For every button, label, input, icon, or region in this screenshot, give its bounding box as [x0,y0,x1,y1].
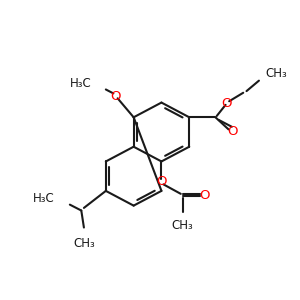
Text: H₃C: H₃C [70,77,92,90]
Text: O: O [222,97,232,110]
Text: CH₃: CH₃ [266,67,287,80]
Text: O: O [110,89,121,103]
Text: O: O [200,189,210,202]
Text: H₃C: H₃C [33,192,55,205]
Text: CH₃: CH₃ [73,237,95,250]
Text: O: O [227,125,238,138]
Text: CH₃: CH₃ [172,219,194,232]
Text: O: O [156,175,167,188]
